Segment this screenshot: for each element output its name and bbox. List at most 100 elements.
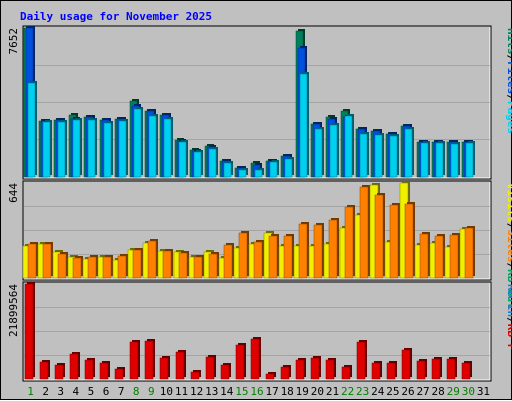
bar-sites-day-5	[87, 255, 98, 279]
bar-kb-f-day-16	[250, 337, 261, 380]
bar-sites-day-28	[434, 234, 445, 279]
bar-kb-f-day-13	[205, 355, 216, 380]
bar-kb-f-day-11	[175, 350, 186, 380]
bar-kb-f-day-12	[190, 370, 201, 380]
legend-entry: Files	[505, 61, 512, 94]
bar-pages-day-21	[329, 123, 339, 178]
bar-kb-f-day-18	[280, 365, 291, 380]
bar-sites-day-20	[313, 223, 324, 279]
bar-pages-day-23	[359, 132, 369, 178]
bar-pages-day-20	[314, 127, 324, 178]
bar-kb-f-day-2	[39, 360, 50, 380]
bar-sites-day-19	[298, 222, 309, 279]
day-label-14: 14	[220, 385, 234, 398]
bar-kb-f-day-6	[99, 361, 110, 380]
bar-pages-day-24	[374, 133, 384, 178]
bar-pages-day-22	[344, 114, 354, 178]
bar-kb-f-day-30	[461, 361, 472, 380]
bar-pages-day-11	[178, 140, 188, 178]
bar-pages-day-29	[450, 142, 460, 178]
bar-kb-f-day-27	[416, 359, 427, 380]
legend-entry: /	[505, 223, 512, 230]
bar-pages-day-12	[193, 150, 203, 178]
bar-sites-day-17	[268, 234, 279, 279]
bar-kb-f-day-10	[159, 356, 170, 380]
day-label-30: 30	[462, 385, 475, 398]
day-label-31: 31	[477, 385, 490, 398]
legend-entry: Pages	[505, 101, 512, 134]
legend-entry: Visits	[505, 183, 512, 223]
panel-2-legend: Visits/Sites/KB Out	[505, 183, 512, 309]
bar-kb-f-day-26	[401, 348, 412, 380]
bar-sites-day-27	[419, 232, 430, 279]
bar-kb-f-day-29	[446, 357, 457, 380]
day-label-21: 21	[326, 385, 339, 398]
bar-sites-day-18	[283, 234, 294, 279]
bar-pages-day-6	[103, 121, 113, 178]
bar-sites-day-13	[208, 252, 219, 279]
bar-pages-day-28	[435, 141, 445, 178]
day-label-19: 19	[296, 385, 309, 398]
bar-kb-f-day-4	[69, 352, 80, 380]
bar-sites-day-21	[328, 218, 339, 279]
bar-pages-day-17	[269, 160, 279, 178]
bar-pages-day-18	[284, 157, 294, 178]
bar-kb-f-day-17	[265, 372, 276, 380]
bar-kb-f-day-24	[371, 361, 382, 380]
bar-pages-day-8	[133, 107, 143, 178]
bar-pages-day-7	[118, 119, 128, 178]
day-label-3: 3	[57, 385, 64, 398]
day-label-4: 4	[73, 385, 80, 398]
bar-sites-day-4	[72, 256, 83, 279]
bar-sites-day-9	[147, 239, 158, 279]
bar-pages-day-5	[87, 118, 97, 178]
day-label-2: 2	[42, 385, 49, 398]
bar-pages-day-1	[27, 81, 37, 178]
legend-entry: /	[505, 317, 512, 324]
bar-kb-f-day-1	[24, 282, 35, 380]
bar-pages-day-19	[299, 72, 309, 178]
day-label-15: 15	[235, 385, 248, 398]
bar-sites-day-12	[193, 255, 204, 279]
panel-3-legend: KB In/KB F	[505, 284, 512, 350]
bar-sites-day-8	[132, 248, 143, 279]
bar-kb-f-day-28	[431, 357, 442, 380]
day-label-9: 9	[148, 385, 155, 398]
bar-pages-day-30	[465, 141, 475, 178]
bar-pages-day-9	[148, 114, 158, 178]
bar-sites-day-1	[27, 242, 38, 279]
bar-kb-f-day-20	[310, 356, 321, 380]
bar-sites-day-11	[178, 251, 189, 279]
bar-sites-day-16	[253, 240, 264, 279]
bar-pages-day-13	[208, 147, 218, 178]
bar-kb-f-day-5	[84, 358, 95, 380]
day-label-25: 25	[386, 385, 399, 398]
legend-entry: /	[505, 55, 512, 62]
bar-sites-day-30	[464, 226, 475, 279]
bar-sites-day-26	[404, 202, 415, 279]
day-label-29: 29	[447, 385, 460, 398]
day-label-1: 1	[27, 385, 34, 398]
bar-sites-day-2	[42, 242, 53, 279]
panel-1-legend: Hits/Files/Pages	[505, 28, 512, 134]
bar-kb-f-day-22	[341, 365, 352, 380]
bar-kb-f-day-15	[235, 343, 246, 380]
bar-pages-day-3	[57, 120, 67, 178]
bar-kb-f-day-14	[220, 363, 231, 380]
day-label-18: 18	[281, 385, 294, 398]
day-label-10: 10	[160, 385, 173, 398]
bar-kb-f-day-8	[129, 340, 140, 380]
bar-pages-day-27	[420, 141, 430, 178]
bar-kb-f-day-23	[356, 340, 367, 380]
day-label-24: 24	[371, 385, 385, 398]
bar-pages-day-14	[223, 161, 233, 178]
day-label-12: 12	[190, 385, 203, 398]
chart-title: Daily usage for November 2025	[20, 10, 212, 23]
bar-sites-day-6	[102, 255, 113, 279]
day-label-13: 13	[205, 385, 218, 398]
bar-pages-day-10	[163, 117, 173, 178]
day-label-17: 17	[265, 385, 278, 398]
bar-pages-day-16	[254, 168, 264, 178]
day-label-16: 16	[250, 385, 263, 398]
